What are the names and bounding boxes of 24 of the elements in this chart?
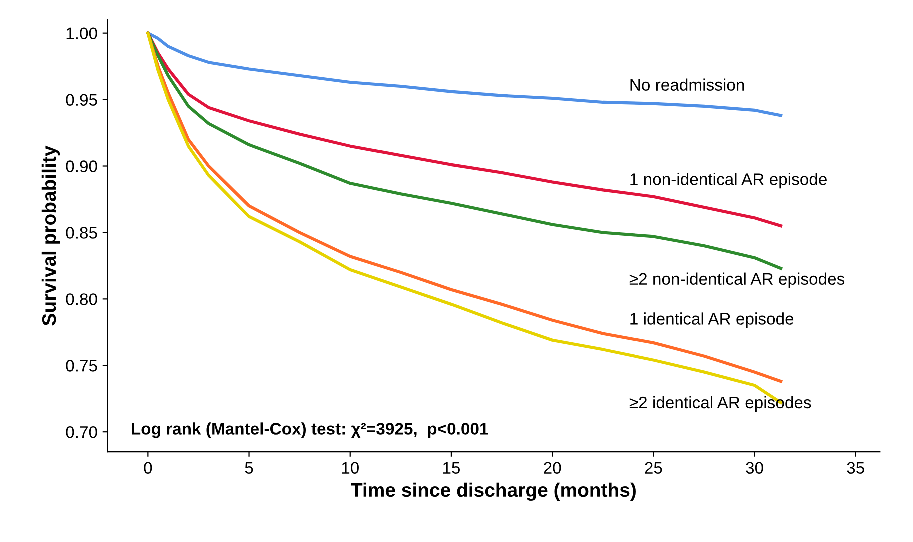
- x-tick-label: 0: [144, 462, 152, 474]
- y-tick-label: 0.85: [66, 227, 98, 239]
- series-label: 1 non-identical AR episode: [630, 173, 827, 189]
- x-tick-label: 25: [645, 462, 662, 474]
- y-tick-label: 0.80: [66, 294, 98, 306]
- x-tick-label: 5: [245, 462, 254, 474]
- y-tick-label: 1.00: [66, 28, 98, 40]
- y-tick-label: 0.75: [66, 360, 98, 372]
- x-tick-label: 15: [443, 462, 460, 474]
- series-label: ≥2 non-identical AR episodes: [630, 272, 845, 288]
- x-tick-label: 10: [342, 462, 359, 474]
- x-tick-label: 35: [847, 462, 864, 474]
- x-axis-title: Time since discharge (months): [351, 482, 636, 502]
- x-tick-label: 20: [544, 462, 562, 474]
- y-axis-title: Survival probability: [42, 146, 60, 326]
- y-tick-label: 0.70: [66, 426, 98, 438]
- y-tick-label: 0.95: [66, 94, 98, 106]
- series-label: No readmission: [630, 78, 744, 91]
- series-label: ≥2 identical AR episodes: [630, 396, 812, 412]
- x-tick-label: 30: [746, 462, 764, 474]
- series-label: 1 identical AR episode: [630, 312, 794, 328]
- annotation: Log rank (Mantel-Cox) test: χ²=3925, p<0.001: [132, 422, 488, 438]
- y-tick-label: 0.90: [66, 160, 98, 172]
- line-series: [146, 32, 783, 118]
